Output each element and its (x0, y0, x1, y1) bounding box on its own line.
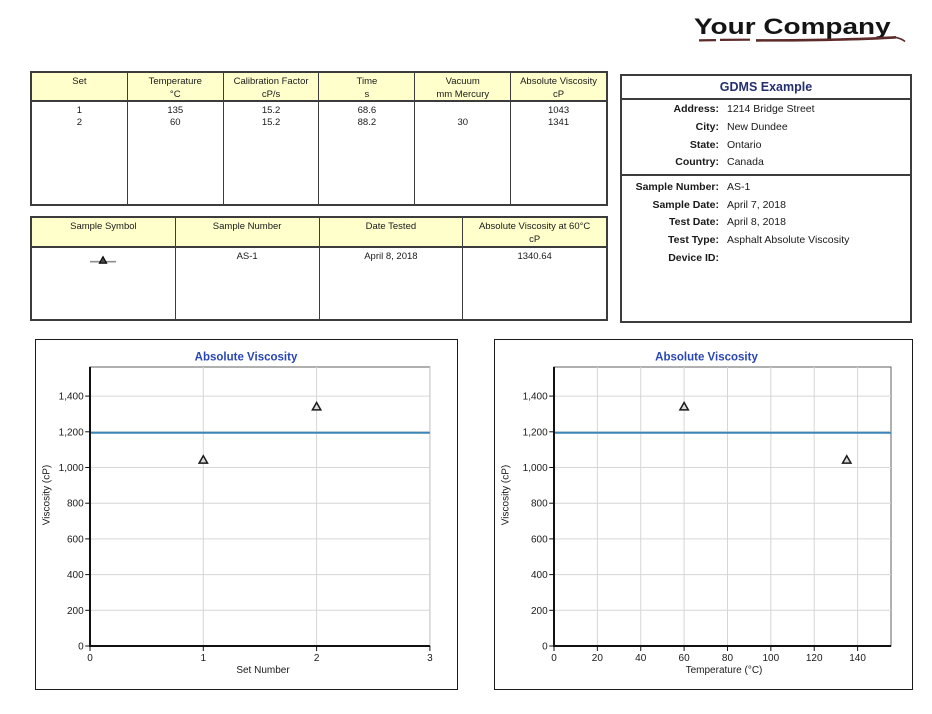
svg-text:600: 600 (67, 534, 84, 545)
svg-text:80: 80 (722, 653, 734, 664)
svg-text:1,000: 1,000 (59, 463, 84, 474)
svg-text:3: 3 (427, 653, 433, 664)
svg-text:0: 0 (87, 653, 93, 664)
svg-text:800: 800 (67, 499, 84, 510)
svg-text:140: 140 (849, 653, 866, 664)
svg-text:1,400: 1,400 (523, 392, 548, 403)
svg-text:20: 20 (592, 653, 604, 664)
svg-text:800: 800 (531, 499, 548, 510)
svg-text:2: 2 (314, 653, 320, 664)
svg-text:Viscosity (cP): Viscosity (cP) (42, 465, 53, 525)
svg-text:400: 400 (531, 570, 548, 581)
svg-text:Absolute Viscosity: Absolute Viscosity (195, 352, 298, 364)
svg-text:1,000: 1,000 (523, 463, 548, 474)
svg-text:1,400: 1,400 (59, 392, 84, 403)
svg-text:0: 0 (551, 653, 557, 664)
svg-text:Absolute Viscosity: Absolute Viscosity (655, 352, 758, 364)
svg-text:200: 200 (67, 606, 84, 617)
svg-text:120: 120 (806, 653, 823, 664)
svg-text:0: 0 (542, 642, 548, 653)
svg-text:600: 600 (531, 534, 548, 545)
svg-text:1: 1 (201, 653, 207, 664)
svg-text:1,200: 1,200 (59, 427, 84, 438)
svg-text:Viscosity (cP): Viscosity (cP) (501, 465, 512, 525)
svg-text:40: 40 (635, 653, 647, 664)
svg-text:60: 60 (679, 653, 691, 664)
svg-text:400: 400 (67, 570, 84, 581)
svg-text:1,200: 1,200 (523, 427, 548, 438)
svg-text:Temperature (°C): Temperature (°C) (686, 665, 763, 676)
svg-text:0: 0 (78, 642, 84, 653)
svg-text:100: 100 (763, 653, 780, 664)
svg-text:200: 200 (531, 606, 548, 617)
svg-text:Set Number: Set Number (236, 665, 290, 676)
